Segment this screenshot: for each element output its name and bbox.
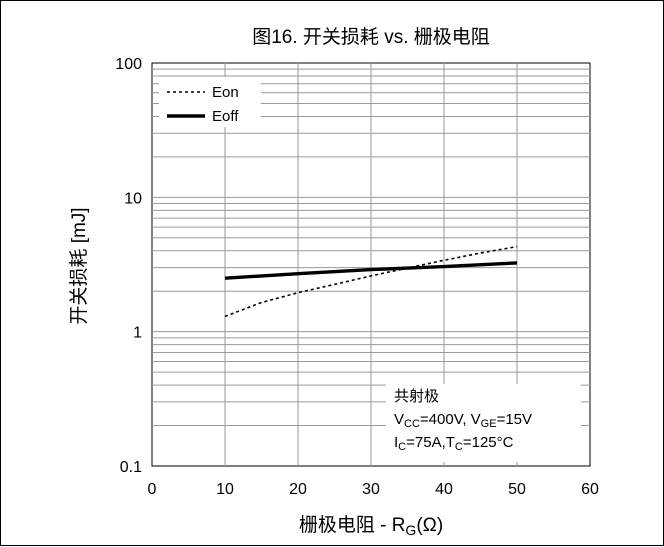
x-axis-label-tail: (Ω) [416,515,443,536]
chart-title: 图16. 开关损耗 vs. 栅极电阻 [252,26,490,48]
x-tick-label: 10 [216,481,234,498]
plot-area [151,62,591,467]
y-tick-label: 10 [124,190,142,207]
x-tick-label: 20 [289,481,307,498]
x-tick-label: 50 [508,481,526,498]
annotation-box [386,384,581,462]
x-axis-label: 栅极电阻 - RG(Ω) [299,514,443,538]
x-tick-labels: 0 10 20 30 40 50 60 [148,481,599,498]
x-tick-label: 60 [581,481,599,498]
y-tick-label: 1 [133,325,142,342]
x-axis-label-main: 栅极电阻 - R [299,514,406,536]
x-tick-label: 0 [148,481,157,498]
legend-box [159,77,261,127]
annotation-line2: VCC=400V, VGE=15V [394,411,532,430]
y-tick-label: 0.1 [120,459,142,476]
annotation-line1: 共射极 [394,388,439,405]
y-axis-label: 开关损耗 [mJ] [68,207,90,324]
legend-label-eoff: Eoff [212,108,239,125]
x-axis-label-sub: G [405,522,416,538]
legend-label-eon: Eon [212,84,239,101]
series-layer [224,245,518,318]
series-line-eon [224,245,518,318]
x-tick-label: 30 [362,481,380,498]
y-tick-label: 100 [115,56,142,73]
legend: Eon Eoff [159,77,261,127]
series-line-eoff [224,261,518,280]
y-tick-labels: 0.1 1 10 100 [115,56,142,476]
annotation-line3: IC=75A,TC=125°C [394,434,514,453]
x-tick-label: 40 [435,481,453,498]
conditions-annotation: 共射极 VCC=400V, VGE=15V IC=75A,TC=125°C [386,384,581,462]
